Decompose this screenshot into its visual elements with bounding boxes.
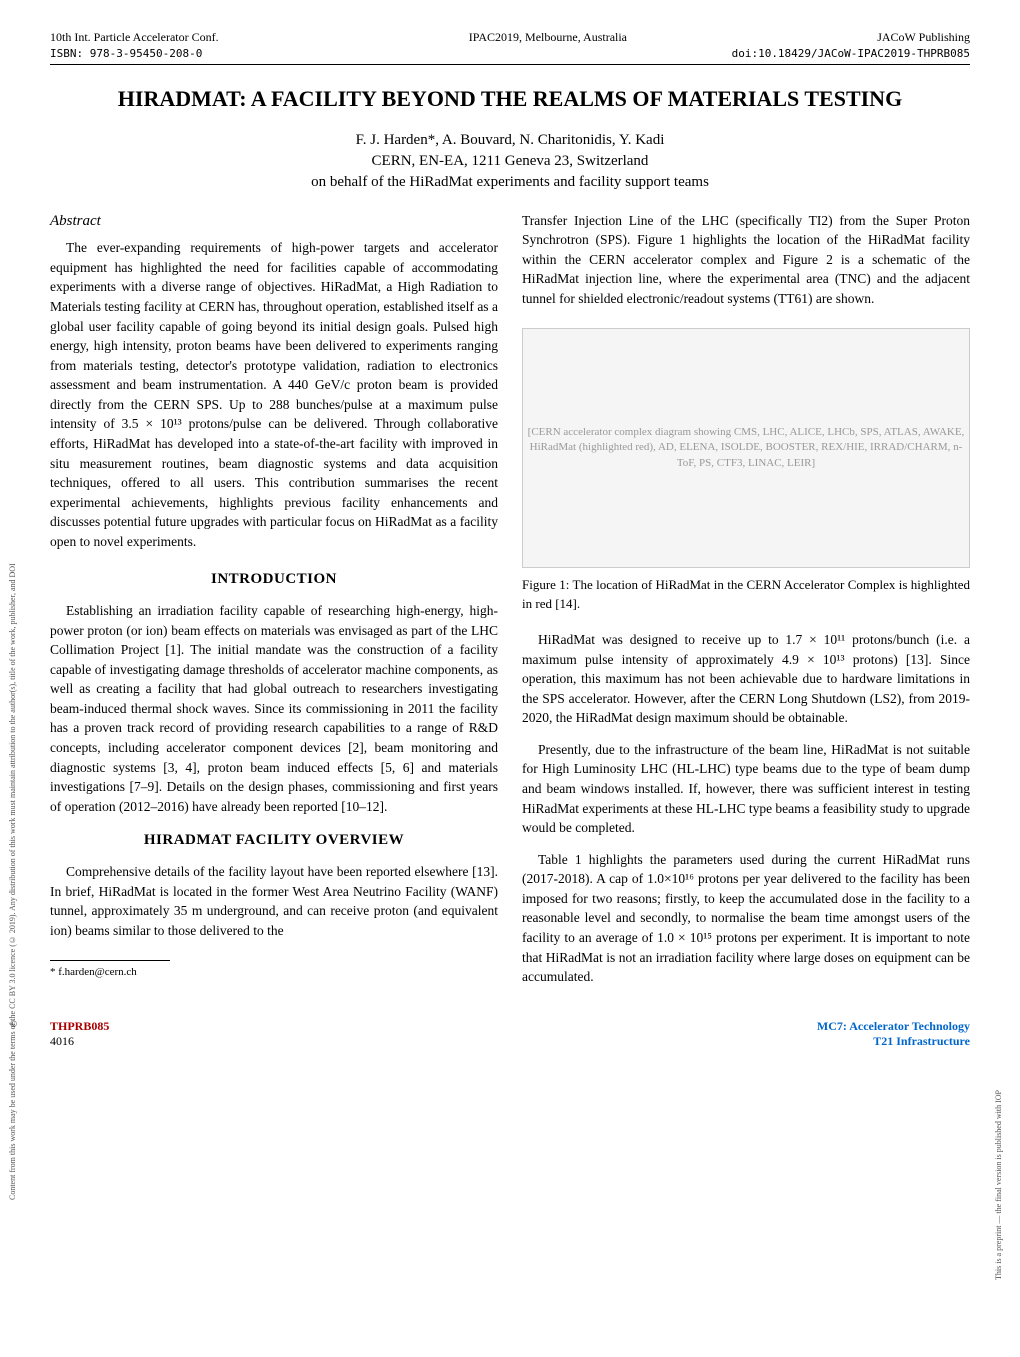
- figure-1-caption: Figure 1: The location of HiRadMat in th…: [522, 576, 970, 614]
- intro-paragraph-1: Establishing an irradiation facility cap…: [50, 601, 498, 816]
- figure-1: [CERN accelerator complex diagram showin…: [522, 328, 970, 568]
- footer-left: THPRB085 4016: [50, 1019, 109, 1049]
- right-column: Transfer Injection Line of the LHC (spec…: [522, 211, 970, 999]
- conf-name-right: JACoW Publishing: [877, 30, 970, 45]
- right-paragraph-2: HiRadMat was designed to receive up to 1…: [522, 630, 970, 728]
- paper-code: THPRB085: [50, 1019, 109, 1034]
- footer-row: THPRB085 4016 MC7: Accelerator Technolog…: [50, 1019, 970, 1049]
- conf-name-center: IPAC2019, Melbourne, Australia: [469, 30, 627, 45]
- figure-1-placeholder: [CERN accelerator complex diagram showin…: [523, 425, 969, 473]
- page-number: 4016: [50, 1034, 109, 1049]
- header-row-1: 10th Int. Particle Accelerator Conf. IPA…: [50, 30, 970, 45]
- left-column: Abstract The ever-expanding requirements…: [50, 211, 498, 999]
- footer-category-top: MC7: Accelerator Technology: [817, 1019, 970, 1034]
- abstract-heading: Abstract: [50, 211, 498, 233]
- footer-right: MC7: Accelerator Technology T21 Infrastr…: [817, 1019, 970, 1049]
- overview-paragraph-1: Comprehensive details of the facility la…: [50, 862, 498, 940]
- paper-title: HIRADMAT: A FACILITY BEYOND THE REALMS O…: [50, 85, 970, 114]
- conf-name-left: 10th Int. Particle Accelerator Conf.: [50, 30, 219, 45]
- page-container: 10th Int. Particle Accelerator Conf. IPA…: [0, 0, 1020, 1079]
- abstract-text: The ever-expanding requirements of high-…: [50, 238, 498, 551]
- overview-heading: HIRADMAT FACILITY OVERVIEW: [50, 830, 498, 852]
- header-row-2: ISBN: 978-3-95450-208-0 doi:10.18429/JAC…: [50, 47, 970, 60]
- footer-category-bottom: T21 Infrastructure: [817, 1034, 970, 1049]
- authors: F. J. Harden*, A. Bouvard, N. Charitonid…: [50, 132, 970, 149]
- introduction-heading: INTRODUCTION: [50, 569, 498, 591]
- footnote-email: * f.harden@cern.ch: [50, 965, 498, 981]
- footnote-divider: [50, 960, 170, 961]
- header-divider: [50, 64, 970, 65]
- two-column-layout: Abstract The ever-expanding requirements…: [50, 211, 970, 999]
- behalf-line: on behalf of the HiRadMat experiments an…: [50, 174, 970, 191]
- doi: doi:10.18429/JACoW-IPAC2019-THPRB085: [732, 47, 970, 60]
- right-paragraph-1: Transfer Injection Line of the LHC (spec…: [522, 211, 970, 309]
- affiliation: CERN, EN-EA, 1211 Geneva 23, Switzerland: [50, 153, 970, 170]
- right-paragraph-4: Table 1 highlights the parameters used d…: [522, 850, 970, 987]
- isbn: ISBN: 978-3-95450-208-0: [50, 47, 202, 60]
- right-paragraph-3: Presently, due to the infrastructure of …: [522, 740, 970, 838]
